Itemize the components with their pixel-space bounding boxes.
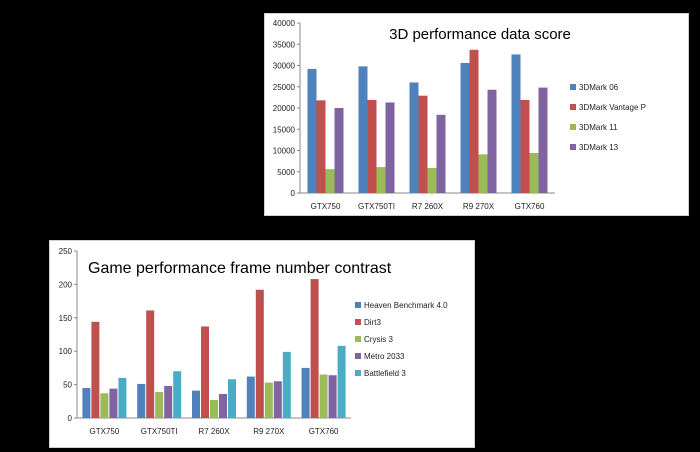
bar [246,376,255,418]
y-tick-label: 15000 [273,125,296,134]
y-tick-label: 40000 [273,19,296,28]
chart-games: Game performance frame number contrast 0… [59,247,449,436]
bar [334,108,344,193]
y-tick-label: 250 [59,247,73,256]
y-tick-label: 100 [59,347,73,356]
legend-swatch [570,124,576,130]
bar [538,87,548,193]
legend-label: Battlefield 3 [364,369,406,378]
y-tick-label: 200 [59,280,73,289]
bar [201,326,209,418]
bar [418,95,428,193]
bar [316,100,326,193]
bar [487,89,497,193]
bar [319,374,328,418]
chart-panel-games: Game performance frame number contrast 0… [49,240,475,448]
bar [255,289,264,418]
legend-label: Heaven Benchmark 4.0 [364,301,448,310]
bar [155,391,164,418]
bar [529,153,539,193]
legend-label: 3DMark 13 [579,143,619,152]
bar [325,169,335,193]
bar [385,102,395,193]
bar [282,351,291,418]
legend-label: Crysis 3 [364,335,393,344]
bar [301,367,310,418]
bar [376,167,386,193]
legend-label: 3DMark Vantage P [579,103,646,112]
y-tick-label: 0 [68,414,73,423]
legend-label: Dirt3 [364,318,381,327]
x-tick-label: GTX750 [90,427,120,436]
bar [367,99,377,193]
x-tick-label: GTX760 [309,427,339,436]
x-tick-label: R9 270X [463,202,495,211]
x-tick-label: GTX750TI [141,427,178,436]
bar [478,154,488,193]
bar [337,345,346,418]
bar [436,114,446,193]
bar [219,393,227,418]
bar [192,390,200,418]
legend-swatch [570,144,576,150]
bar [273,381,282,418]
bar [173,371,182,418]
x-tick-label: R7 260X [412,202,444,211]
y-tick-label: 10000 [273,147,296,156]
bar [210,399,218,418]
legend-label: 3DMark 06 [579,83,619,92]
y-tick-label: 30000 [273,62,296,71]
bar [469,49,479,194]
bar [310,279,319,418]
legend-label: Metro 2033 [364,352,405,361]
bar [328,375,337,418]
bar [520,99,530,193]
x-tick-label: GTX750 [311,202,341,211]
y-tick-label: 50 [63,381,72,390]
x-tick-label: GTX750TI [358,202,395,211]
bar [164,385,173,418]
legend-swatch [355,336,361,342]
bar [118,377,127,418]
bar [146,310,155,418]
bar [307,68,317,193]
chart-title: 3D performance data score [389,26,571,43]
bar [137,383,146,418]
bar [358,66,368,193]
y-tick-label: 20000 [273,104,296,113]
y-tick-label: 0 [291,189,296,198]
x-tick-label: R9 270X [253,427,285,436]
bar [427,167,437,193]
y-tick-label: 25000 [273,83,296,92]
bar [511,54,521,194]
y-tick-label: 5000 [277,168,295,177]
x-tick-label: GTX760 [515,202,545,211]
legend-label: 3DMark 11 [579,123,618,132]
legend-swatch [355,302,361,308]
legend-swatch [570,84,576,90]
bar [100,393,109,418]
legend-swatch [355,319,361,325]
y-tick-label: 35000 [273,40,296,49]
y-tick-label: 150 [59,314,73,323]
bar [460,62,470,194]
chart-3dmark: 3D performance data score 0 5000 10000 1500… [273,19,646,211]
legend-swatch [355,353,361,359]
bar [91,321,100,418]
chart-panel-3dmark: 3D performance data score 0 5000 10000 1500… [264,13,689,216]
bar [409,82,419,193]
legend-swatch [355,370,361,376]
chart-title: Game performance frame number contrast [88,260,392,277]
legend-swatch [570,104,576,110]
bar [82,387,91,418]
bar [264,382,273,418]
bar [228,379,236,418]
bar [109,388,118,418]
x-tick-label: R7 260X [198,427,230,436]
